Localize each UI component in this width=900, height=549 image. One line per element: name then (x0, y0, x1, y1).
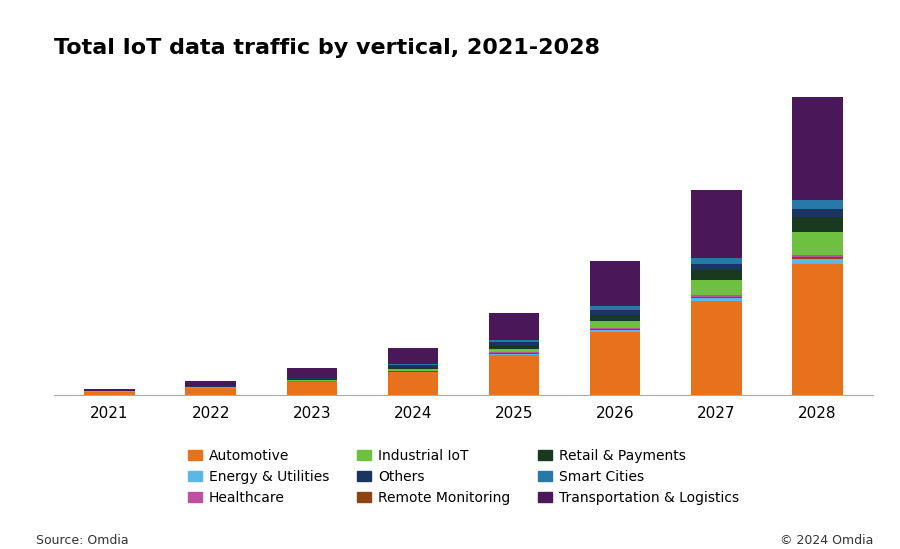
Bar (792, 217, 842, 232)
Bar (489, 354, 539, 355)
Bar (792, 209, 842, 217)
Bar (590, 261, 641, 306)
Bar (85, 392, 135, 395)
Bar (792, 232, 842, 255)
Bar (691, 301, 742, 395)
Bar (792, 259, 842, 264)
Bar (286, 380, 338, 382)
Bar (792, 264, 842, 395)
Bar (590, 330, 641, 333)
Bar (590, 328, 641, 329)
Bar (489, 342, 539, 345)
Legend: Automotive, Energy & Utilities, Healthcare, Industrial IoT, Others, Remote Monit: Automotive, Energy & Utilities, Healthca… (188, 449, 739, 505)
Bar (286, 378, 338, 379)
Bar (286, 379, 338, 380)
Bar (489, 349, 539, 352)
Bar (691, 281, 742, 295)
Bar (590, 310, 641, 315)
Bar (489, 340, 539, 342)
Bar (792, 200, 842, 209)
Bar (691, 271, 742, 281)
Bar (489, 355, 539, 395)
Bar (792, 257, 842, 259)
Bar (286, 368, 338, 378)
Text: Source: Omdia: Source: Omdia (36, 534, 129, 546)
Bar (388, 348, 438, 364)
Text: Total IoT data traffic by vertical, 2021-2028: Total IoT data traffic by vertical, 2021… (54, 38, 600, 58)
Bar (691, 265, 742, 271)
Bar (691, 298, 742, 301)
Bar (590, 321, 641, 328)
Bar (489, 345, 539, 349)
Bar (590, 306, 641, 310)
Bar (489, 313, 539, 340)
Bar (691, 295, 742, 296)
Bar (388, 372, 438, 395)
Bar (185, 381, 236, 386)
Bar (388, 369, 438, 371)
Text: © 2024 Omdia: © 2024 Omdia (779, 534, 873, 546)
Bar (691, 296, 742, 298)
Bar (388, 367, 438, 369)
Bar (286, 383, 338, 395)
Bar (489, 352, 539, 354)
Bar (590, 329, 641, 330)
Bar (691, 258, 742, 265)
Bar (691, 189, 742, 258)
Bar (590, 333, 641, 395)
Bar (792, 255, 842, 257)
Bar (185, 388, 236, 395)
Bar (388, 365, 438, 367)
Bar (388, 364, 438, 365)
Bar (792, 97, 842, 200)
Bar (85, 389, 135, 391)
Bar (590, 315, 641, 321)
